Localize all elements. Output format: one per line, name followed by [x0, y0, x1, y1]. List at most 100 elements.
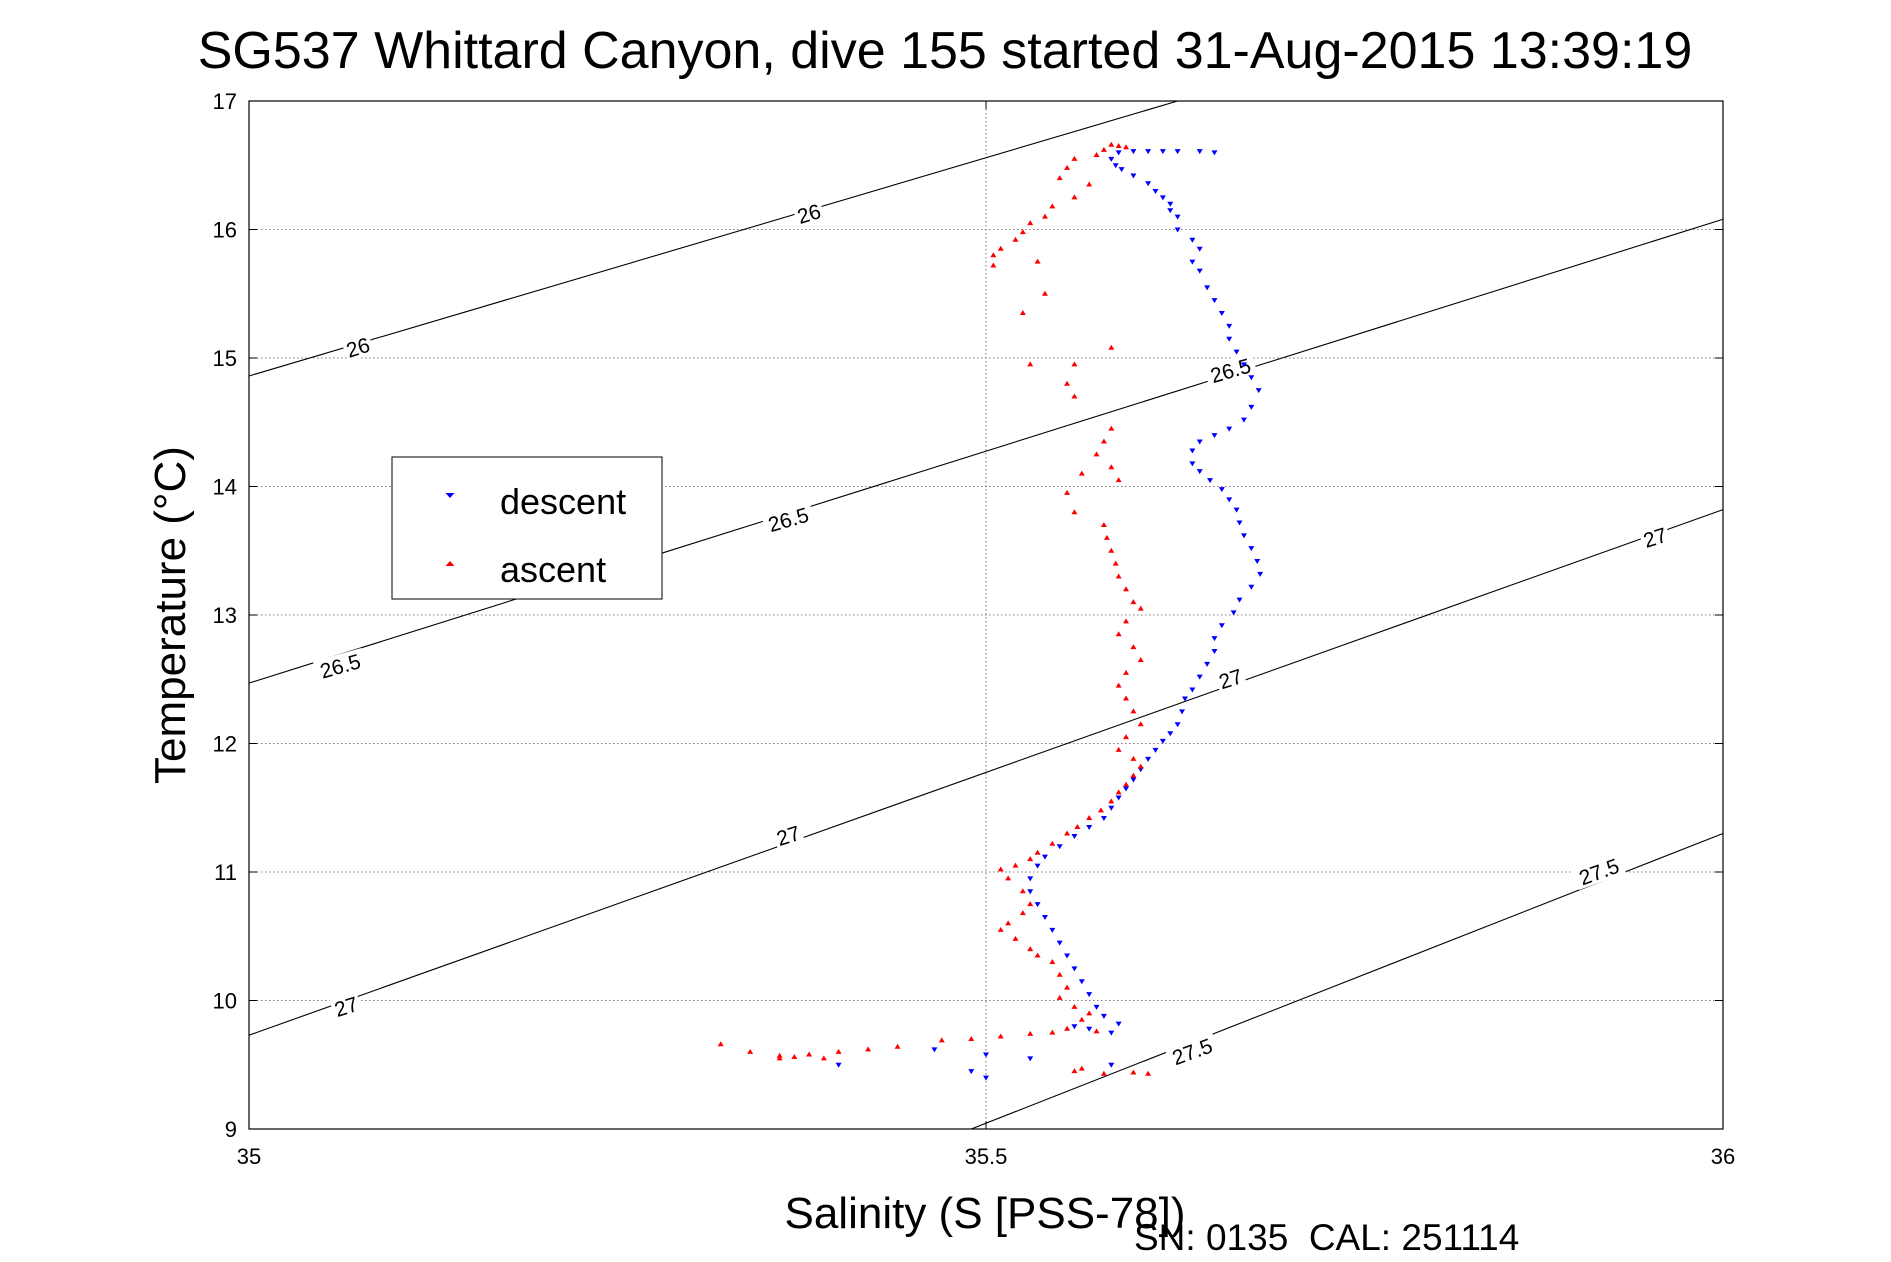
descent-point	[1196, 149, 1203, 155]
descent-point	[1093, 1004, 1100, 1010]
x-axis-label: Salinity (S [PSS-78])	[784, 1189, 1185, 1238]
contour-label-background	[1638, 522, 1672, 552]
legend: descent ascent	[391, 456, 663, 600]
ascent-point	[1027, 220, 1034, 226]
ascent-point	[1137, 763, 1144, 769]
contour-label-background	[341, 332, 375, 362]
ascent-point	[1071, 509, 1078, 515]
ascent-point	[1097, 807, 1104, 813]
serial-calibration-footer: SN: 0135 CAL: 251114	[1134, 1217, 1519, 1258]
y-tick-label: 13	[213, 603, 237, 628]
ascent-point	[1027, 1030, 1034, 1036]
descent-point	[1211, 648, 1218, 654]
ascent-point	[1071, 194, 1078, 200]
descent-point	[1041, 914, 1048, 920]
contour-label-background	[761, 501, 816, 537]
descent-point	[1145, 756, 1152, 762]
ascent-point	[1064, 984, 1071, 990]
grid-lines	[249, 101, 1723, 1129]
ascent-point	[1027, 946, 1034, 952]
descent-point	[1257, 571, 1264, 577]
descent-point	[1056, 844, 1063, 850]
chart-title: SG537 Whittard Canyon, dive 155 started …	[198, 22, 1693, 80]
descent-point	[1086, 1026, 1093, 1032]
descent-point	[1240, 533, 1247, 539]
ascent-point	[1137, 721, 1144, 727]
descent-point	[1218, 311, 1225, 317]
ascent-point	[1137, 656, 1144, 662]
descent-point	[1181, 696, 1188, 702]
legend-ascent-marker	[445, 561, 455, 566]
descent-point	[1115, 150, 1122, 156]
descent-point	[1152, 747, 1159, 753]
ascent-point	[1078, 1065, 1085, 1071]
ascent-point	[835, 1048, 842, 1054]
descent-point	[1056, 940, 1063, 946]
descent-point	[1071, 966, 1078, 972]
ascent-point	[1027, 361, 1034, 367]
descent-point	[1189, 259, 1196, 265]
descent-point	[1145, 149, 1152, 155]
descent-point	[1226, 323, 1233, 329]
ascent-point	[1100, 146, 1107, 152]
x-tick-label: 36	[1711, 1144, 1735, 1169]
ascent-point	[1019, 310, 1026, 316]
density-contour-line	[248, 509, 1724, 1036]
descent-point	[1226, 497, 1233, 503]
contour-label-background	[313, 647, 368, 683]
ascent-point	[1049, 203, 1056, 209]
ascent-point	[1071, 393, 1078, 399]
ascent-point	[1103, 534, 1110, 540]
ascent-point	[1012, 236, 1019, 242]
ascent-point	[1005, 920, 1012, 926]
descent-point	[1196, 674, 1203, 680]
ascent-point	[865, 1046, 872, 1052]
ascent-point	[938, 1037, 945, 1043]
ascent-point	[1093, 1028, 1100, 1034]
ascent-point	[1145, 1070, 1152, 1076]
descent-point	[1189, 687, 1196, 693]
descent-point	[1189, 461, 1196, 467]
descent-point	[1207, 478, 1214, 484]
descent-point	[1174, 227, 1181, 233]
ascent-point	[1115, 746, 1122, 752]
ascent-point	[1123, 781, 1130, 787]
descent-point	[1233, 507, 1240, 513]
descent-point	[1174, 722, 1181, 728]
ascent-point	[1078, 1016, 1085, 1022]
ascent-point	[1064, 830, 1071, 836]
descent-point	[1167, 731, 1174, 737]
descent-point	[1254, 559, 1261, 565]
descent-point	[1130, 173, 1137, 179]
ascent-point	[1123, 144, 1130, 150]
ascent-point	[1049, 958, 1056, 964]
ascent-point	[1012, 935, 1019, 941]
y-axis-label: Temperature (°C)	[146, 446, 195, 784]
ascent-point	[1064, 164, 1071, 170]
ascent-point	[1071, 155, 1078, 161]
descent-point	[1167, 201, 1174, 207]
descent-point	[835, 1062, 842, 1068]
descent-point	[983, 1075, 989, 1081]
ascent-point	[806, 1051, 813, 1057]
ascent-point	[1108, 141, 1115, 147]
contour-label-background	[1203, 352, 1258, 388]
ascent-point	[1056, 175, 1063, 181]
ascent-point	[1100, 438, 1107, 444]
descent-point	[968, 1069, 975, 1075]
descent-point	[1211, 636, 1218, 642]
descent-point	[1100, 816, 1107, 822]
contour-label-background	[1571, 852, 1627, 890]
descent-point	[1218, 487, 1225, 493]
descent-point	[1112, 163, 1119, 169]
ascent-point	[1019, 229, 1026, 235]
ascent-point	[997, 866, 1004, 872]
ascent-point	[1123, 586, 1130, 592]
ascent-point	[1093, 151, 1100, 157]
descent-point	[1064, 953, 1071, 959]
ascent-point	[1034, 258, 1041, 264]
y-tick-label: 12	[213, 732, 237, 757]
descent-point	[1174, 149, 1181, 155]
ascent-point	[1027, 901, 1034, 907]
ascent-point	[1064, 1025, 1071, 1031]
